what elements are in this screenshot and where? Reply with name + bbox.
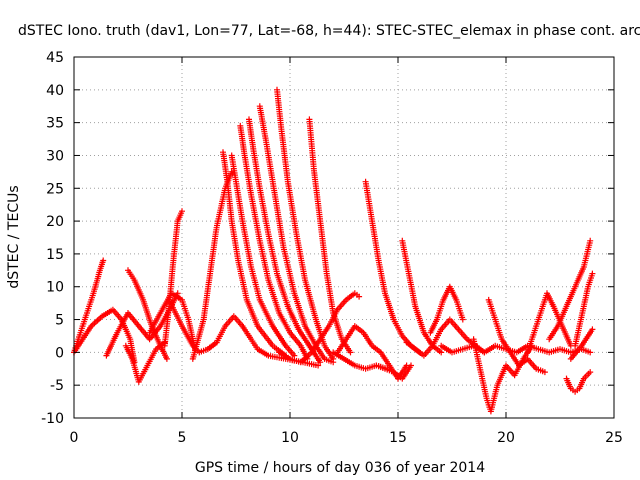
series-arc05: [122, 339, 168, 385]
x-tick-label: 15: [389, 430, 407, 446]
series-arc30: [546, 237, 594, 343]
data-point-markers: [427, 283, 466, 336]
y-tick-label: 30: [46, 148, 64, 164]
series-arc11: [220, 149, 289, 359]
y-tick-label: 15: [46, 247, 64, 263]
data-point-markers: [276, 290, 363, 366]
y-tick-label: 0: [55, 345, 64, 361]
data-point-markers: [220, 149, 289, 359]
data-point-markers: [228, 152, 298, 359]
series-arc15: [256, 103, 337, 366]
y-tick-label: 25: [46, 181, 64, 197]
y-tick-label: -10: [41, 411, 64, 427]
series-arc22: [373, 362, 414, 382]
series-arc18: [276, 290, 363, 366]
y-tick-label: 10: [46, 280, 64, 296]
tick-layer: 0 5 10 15 20 25 -10 -5 0 5 10 15 20 25 30 35 40 45: [41, 50, 623, 446]
x-tick-label: 0: [70, 430, 79, 446]
data-point-markers: [567, 326, 596, 362]
y-axis-label: dSTEC / TECUs: [6, 185, 22, 288]
x-tick-label: 20: [497, 430, 515, 446]
data-point-markers: [237, 122, 311, 362]
series-arc13: [237, 122, 311, 362]
data-point-markers: [306, 116, 354, 356]
data-point-markers: [256, 103, 337, 366]
series-arc17: [306, 116, 354, 356]
x-tick-label: 10: [281, 430, 299, 446]
data-point-markers: [146, 290, 198, 353]
x-tick-label: 5: [178, 430, 187, 446]
series-arc12: [228, 152, 298, 359]
series-arc28: [485, 296, 548, 376]
series-arc09: [189, 168, 235, 362]
x-tick-label: 25: [605, 430, 623, 446]
series-arc32: [572, 270, 596, 349]
data-point-markers: [189, 168, 235, 362]
series-arc14: [246, 116, 324, 366]
data-point-markers: [373, 362, 414, 382]
y-tick-label: 40: [46, 83, 64, 99]
data-point-markers: [572, 270, 596, 349]
chart-title: dSTEC Iono. truth (dav1, Lon=77, Lat=-68…: [18, 23, 640, 39]
data-point-markers: [274, 86, 337, 362]
series-arc06: [146, 290, 198, 353]
y-tick-label: 5: [55, 313, 64, 329]
series-arc33: [567, 326, 596, 362]
data-point-markers: [546, 237, 594, 343]
y-tick-label: -5: [50, 378, 64, 394]
series-arc20: [362, 178, 423, 356]
series-arc31: [563, 369, 594, 395]
data-point-markers: [362, 178, 423, 356]
data-point-markers: [122, 339, 168, 385]
y-tick-label: 35: [46, 116, 64, 132]
data-point-markers: [563, 369, 594, 395]
data-point-markers: [125, 267, 170, 362]
data-layer: [71, 86, 596, 415]
plot-frame: [73, 56, 615, 419]
x-axis-label: GPS time / hours of day 036 of year 2014: [195, 460, 485, 476]
series-arc25: [427, 283, 466, 336]
y-tick-label: 45: [46, 50, 64, 66]
series-arc16: [274, 86, 337, 362]
data-point-markers: [485, 296, 548, 376]
data-point-markers: [246, 116, 324, 366]
y-tick-label: 20: [46, 214, 64, 230]
series-arc04: [125, 267, 170, 362]
